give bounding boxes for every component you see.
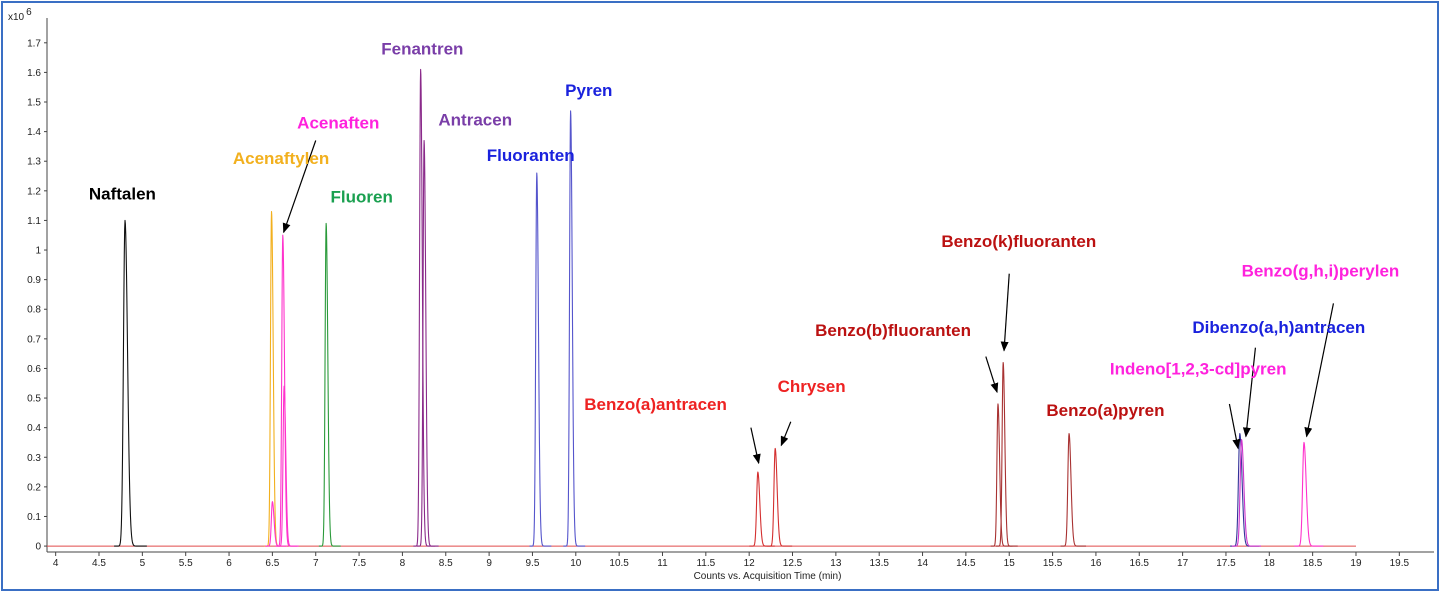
annotation-arrow xyxy=(1242,347,1257,438)
x-tick-label: 12 xyxy=(744,558,756,569)
x-tick-label: 10 xyxy=(570,558,582,569)
annotation-arrow xyxy=(750,427,761,465)
annotation-arrow xyxy=(1304,303,1335,438)
x-tick-label: 10.5 xyxy=(609,558,629,569)
peak-trace xyxy=(995,361,1019,547)
x-tick-label: 12.5 xyxy=(783,558,803,569)
y-tick-label: 0.8 xyxy=(27,305,41,316)
x-tick-label: 19.5 xyxy=(1390,558,1410,569)
peak-label: Benzo(k)fluoranten xyxy=(941,232,1096,251)
peak-label: Acenaften xyxy=(297,114,379,133)
y-tick-label: 0.9 xyxy=(27,275,41,286)
x-tick-label: 8 xyxy=(400,558,406,569)
y-tick-label: 0.3 xyxy=(27,453,41,464)
x-tick-label: 7 xyxy=(313,558,319,569)
annotation-arrow xyxy=(985,356,999,394)
x-tick-label: 4 xyxy=(53,558,59,569)
peak-label: Antracen xyxy=(438,111,512,130)
y-tick-label: 0.6 xyxy=(27,364,41,375)
x-tick-label: 6 xyxy=(226,558,232,569)
y-tick-label: 0.5 xyxy=(27,394,41,405)
y-multiplier-label: x10 6 xyxy=(8,7,32,23)
y-tick-label: 1.7 xyxy=(27,38,41,49)
annotation-arrow xyxy=(780,421,792,447)
peak-trace xyxy=(749,471,776,547)
x-tick-label: 11 xyxy=(657,558,668,569)
x-tick-label: 4.5 xyxy=(92,558,106,569)
peak-trace xyxy=(276,385,299,547)
x-tick-label: 7.5 xyxy=(352,558,366,569)
y-tick-label: 1.3 xyxy=(27,157,41,168)
peak-trace xyxy=(562,110,586,547)
y-tick-label: 1.1 xyxy=(27,216,41,227)
peak-label: Benzo(a)antracen xyxy=(584,395,727,414)
x-tick-label: 18.5 xyxy=(1303,558,1323,569)
peak-trace xyxy=(113,219,148,547)
peak-trace xyxy=(264,501,288,547)
peak-label: Naftalen xyxy=(89,185,156,204)
y-tick-label: 0 xyxy=(35,542,41,553)
annotation-arrow xyxy=(1000,273,1010,352)
x-tick-label: 13 xyxy=(830,558,842,569)
peak-label: Dibenzo(a,h)antracen xyxy=(1192,318,1365,337)
x-tick-label: 5 xyxy=(140,558,146,569)
annotation-arrow xyxy=(1228,403,1241,450)
annotation-arrow xyxy=(282,140,317,234)
x-tick-label: 16 xyxy=(1090,558,1102,569)
x-tick-label: 14.5 xyxy=(956,558,976,569)
peak-trace xyxy=(766,447,793,547)
x-tick-label: 13.5 xyxy=(869,558,889,569)
x-tick-label: 18 xyxy=(1264,558,1276,569)
peak-label: Pyren xyxy=(565,81,612,100)
x-tick-label: 17 xyxy=(1177,558,1189,569)
x-tick-label: 17.5 xyxy=(1216,558,1236,569)
x-tick-label: 11.5 xyxy=(696,558,715,569)
peak-label: Fluoranten xyxy=(487,146,575,165)
y-tick-label: 1.6 xyxy=(27,68,41,79)
y-tick-label: 1.5 xyxy=(27,98,41,109)
peak-label: Fluoren xyxy=(331,188,393,207)
peak-trace xyxy=(1294,441,1324,547)
peak-trace xyxy=(1060,433,1087,547)
x-tick-label: 15.5 xyxy=(1043,558,1063,569)
peak-trace xyxy=(529,172,552,547)
y-tick-label: 1 xyxy=(35,246,41,257)
x-tick-label: 9 xyxy=(486,558,492,569)
peak-label: Fenantren xyxy=(381,40,463,59)
y-multiplier-base: x10 xyxy=(8,12,25,23)
y-tick-label: 1.4 xyxy=(27,127,41,138)
x-tick-label: 8.5 xyxy=(439,558,453,569)
x-tick-label: 6.5 xyxy=(265,558,279,569)
peak-label: Benzo(g,h,i)perylen xyxy=(1242,262,1400,281)
y-tick-label: 0.7 xyxy=(27,334,41,345)
x-tick-label: 16.5 xyxy=(1130,558,1150,569)
x-tick-label: 5.5 xyxy=(179,558,193,569)
peak-trace xyxy=(318,222,342,547)
peak-trace xyxy=(1229,433,1260,547)
x-axis-title: Counts vs. Acquisition Time (min) xyxy=(694,571,842,582)
x-tick-label: 19 xyxy=(1350,558,1362,569)
y-tick-label: 0.2 xyxy=(27,482,41,493)
y-multiplier-exponent: 6 xyxy=(26,7,32,18)
y-tick-label: 1.2 xyxy=(27,186,41,197)
peak-label: Benzo(a)pyren xyxy=(1046,401,1164,420)
peak-trace xyxy=(416,139,439,547)
peak-label: Indeno[1,2,3-cd]pyren xyxy=(1110,359,1287,378)
peak-trace xyxy=(1231,438,1262,547)
x-tick-label: 14 xyxy=(917,558,929,569)
peak-label: Acenaftylen xyxy=(233,149,329,168)
x-tick-label: 9.5 xyxy=(525,558,539,569)
peak-label: Chrysen xyxy=(778,377,846,396)
y-tick-label: 0.1 xyxy=(27,512,41,523)
y-tick-label: 0.4 xyxy=(27,423,41,434)
peak-label: Benzo(b)fluoranten xyxy=(815,321,971,340)
x-tick-label: 15 xyxy=(1004,558,1016,569)
